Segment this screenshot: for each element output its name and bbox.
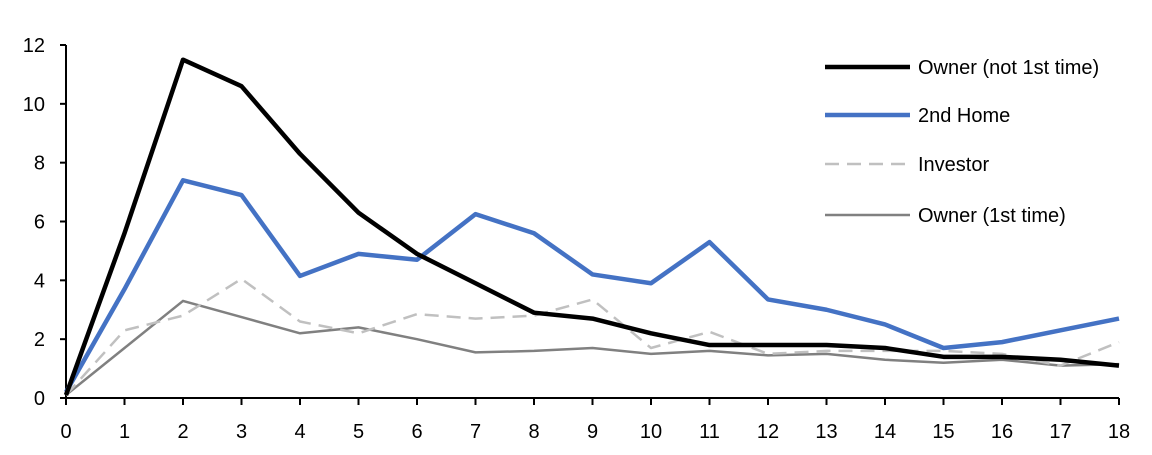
x-tick-label: 7 [470,421,481,443]
x-tick-label: 16 [991,421,1013,443]
y-tick-label: 12 [23,35,45,57]
x-tick-label: 17 [1049,421,1071,443]
y-tick-label: 6 [34,212,45,234]
x-tick-label: 11 [699,421,720,443]
y-tick-label: 0 [34,388,45,410]
series-group [63,57,1120,397]
x-tick-label: 10 [640,421,662,443]
y-tick-label: 8 [34,153,45,175]
legend-label: Owner (1st time) [918,205,1066,227]
legend-label: Investor [918,154,989,176]
x-tick-label: 12 [757,421,779,443]
x-tick-label: 6 [411,421,422,443]
x-tick-label: 9 [587,421,598,443]
y-tick-label: 10 [23,94,45,116]
x-tick-label: 8 [528,421,539,443]
x-tick-label: 5 [353,421,364,443]
x-tick-label: 3 [236,421,247,443]
series-line-investor [65,277,1120,396]
y-tick-label: 2 [34,329,45,351]
x-tick-label: 0 [60,421,71,443]
x-tick-label: 18 [1108,421,1130,443]
legend-label: 2nd Home [918,105,1010,127]
legend: Owner (not 1st time) 2nd Home Investor Owne… [825,57,1099,227]
x-tick-label: 15 [932,421,954,443]
x-tick-label: 13 [815,421,837,443]
x-tick-label: 14 [874,421,896,443]
series-line-2nd-home [64,178,1120,394]
y-tick-label: 4 [34,270,45,292]
x-tick-label: 1 [119,421,130,443]
legend-label: Owner (not 1st time) [918,57,1099,79]
x-tick-label: 4 [294,421,305,443]
series-line-owner-1st-time [65,299,1120,397]
series-line-owner-not-1st-time [63,57,1120,396]
x-tick-label: 2 [177,421,188,443]
